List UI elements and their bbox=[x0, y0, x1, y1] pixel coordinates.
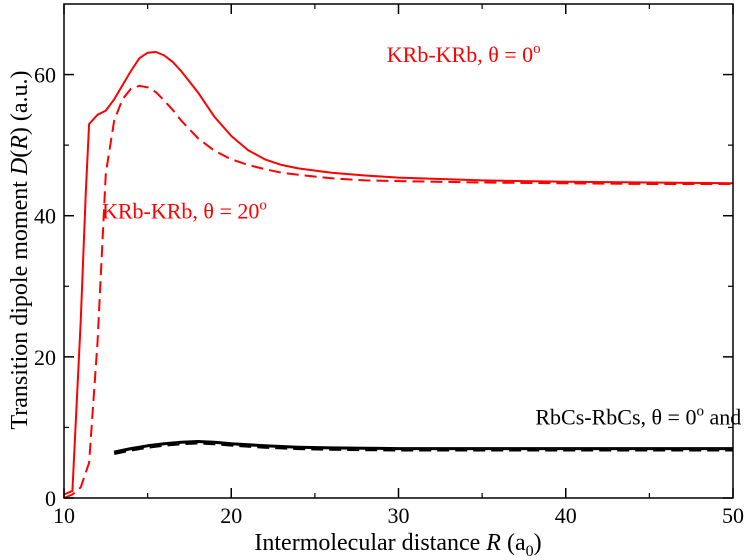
y-tick-label: 0 bbox=[45, 486, 56, 511]
y-tick-label: 20 bbox=[34, 345, 56, 370]
annotations: KRb-KRb, θ = 0o KRb-KRb, θ = 20o RbCs-RbCs… bbox=[102, 41, 747, 430]
y-tick-label: 40 bbox=[34, 204, 56, 229]
series-line-2 bbox=[63, 84, 733, 499]
x-axis-label: Intermolecular distance R (a0) bbox=[254, 530, 541, 560]
x-tick-label: 20 bbox=[220, 503, 242, 528]
series-line-1 bbox=[63, 51, 734, 496]
series-line-4 bbox=[113, 441, 733, 455]
plot-area bbox=[63, 51, 734, 499]
y-tick-label: 60 bbox=[34, 63, 56, 88]
y-axis-label: Transition dipole moment D(R) (a.u.) bbox=[7, 70, 33, 429]
x-tick-label: 50 bbox=[722, 503, 744, 528]
x-tick-label: 40 bbox=[555, 503, 577, 528]
annotation-krb20: KRb-KRb, θ = 20o bbox=[102, 198, 267, 224]
x-tick-label: 30 bbox=[388, 503, 410, 528]
annotation-krb0: KRb-KRb, θ = 0o bbox=[387, 41, 541, 67]
annotation-rbcs: RbCs-RbCs, θ = 0o and θ = 20o bbox=[535, 404, 747, 430]
axes: 10 20 30 40 50 0 20 40 60 bbox=[34, 4, 744, 528]
x-tick-label: 10 bbox=[53, 503, 75, 528]
